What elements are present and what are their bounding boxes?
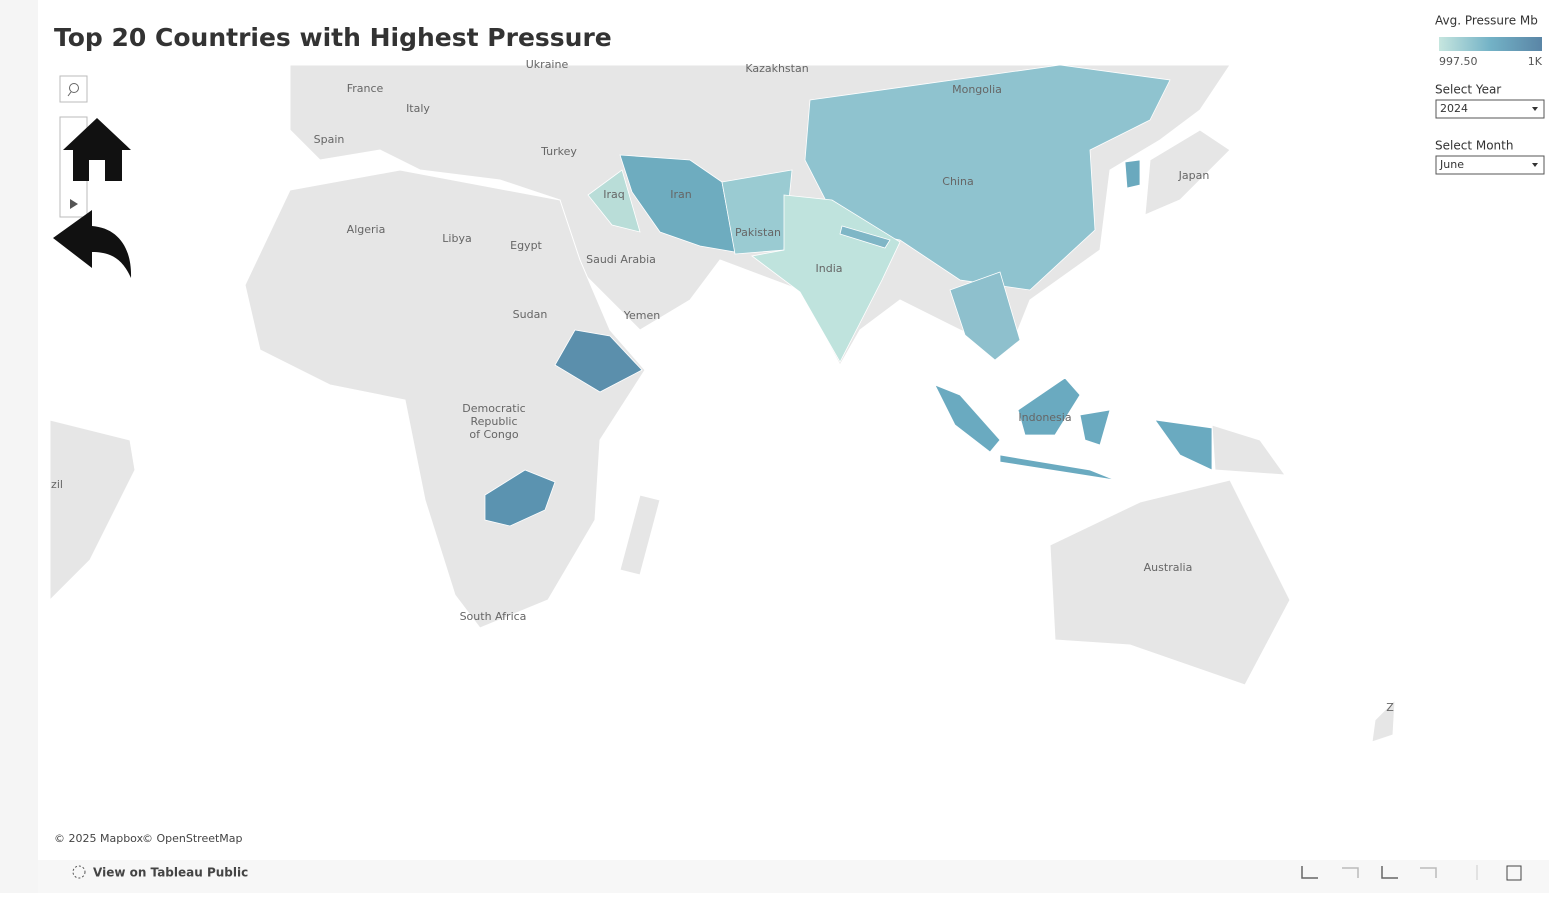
korea bbox=[1124, 159, 1141, 189]
java bbox=[999, 454, 1116, 481]
filter-label: Select Month bbox=[1435, 139, 1513, 153]
footer-bar bbox=[38, 860, 1549, 893]
search-icon bbox=[69, 83, 79, 93]
revert-button[interactable] bbox=[1381, 866, 1398, 879]
refresh-button[interactable] bbox=[1420, 867, 1437, 878]
year-dropdown[interactable] bbox=[1435, 99, 1545, 119]
map-label: Z bbox=[1386, 701, 1394, 714]
zambia bbox=[484, 469, 556, 527]
new-zealand bbox=[1371, 698, 1396, 743]
legend-min: 997.50 bbox=[1439, 55, 1478, 68]
nepal bbox=[839, 225, 891, 249]
map-label: China bbox=[942, 175, 973, 188]
map-label: Yemen bbox=[623, 309, 661, 322]
map-label: South Africa bbox=[460, 610, 527, 623]
sulawesi bbox=[1079, 409, 1111, 446]
map-label: Indonesia bbox=[1018, 411, 1071, 424]
left-strip bbox=[0, 0, 38, 893]
title: Top 20 Countries with Highest Pressure bbox=[54, 23, 612, 52]
indochina bbox=[949, 271, 1021, 361]
map-label: Japan bbox=[1178, 169, 1210, 182]
map-label: Libya bbox=[442, 232, 471, 245]
footer-link[interactable]: View on Tableau Public bbox=[93, 866, 248, 880]
map[interactable]: Ukraine Kazakhstan France Mongolia Italy… bbox=[49, 58, 1396, 743]
back-icon[interactable] bbox=[53, 210, 132, 278]
redo-button[interactable] bbox=[1342, 867, 1359, 878]
attribution[interactable]: © OpenStreetMap bbox=[142, 832, 243, 845]
new-guinea bbox=[1211, 424, 1287, 476]
filter-value: 2024 bbox=[1440, 102, 1468, 115]
map-label: Australia bbox=[1144, 561, 1193, 574]
dropdown-arrow bbox=[1532, 163, 1538, 167]
map-label: Pakistan bbox=[735, 226, 781, 239]
south-america bbox=[49, 419, 136, 602]
tableau-icon bbox=[72, 865, 86, 879]
madagascar bbox=[619, 494, 661, 576]
map-label: Democratic bbox=[462, 402, 525, 415]
legend-title: Avg. Pressure Mb bbox=[1435, 14, 1538, 28]
map-label: Kazakhstan bbox=[745, 62, 808, 75]
map-label: of Congo bbox=[469, 428, 518, 441]
map-label: Iraq bbox=[603, 188, 625, 201]
legend-gradient bbox=[1439, 37, 1542, 51]
map-label: Iran bbox=[670, 188, 692, 201]
filter-value: June bbox=[1439, 158, 1464, 171]
australia bbox=[1049, 479, 1291, 686]
africa bbox=[244, 169, 646, 629]
map-label: Republic bbox=[470, 415, 517, 428]
map-label: zil bbox=[51, 478, 63, 491]
dropdown-arrow bbox=[1532, 107, 1538, 111]
map-label: Sudan bbox=[513, 308, 548, 321]
home-icon[interactable] bbox=[63, 118, 131, 181]
map-label: Turkey bbox=[540, 145, 577, 158]
search-icon-handle bbox=[67, 91, 72, 97]
attribution[interactable]: © 2025 Mapbox bbox=[54, 832, 144, 845]
japan bbox=[1144, 129, 1231, 216]
ethiopia bbox=[554, 329, 643, 393]
expand-icon bbox=[70, 199, 78, 209]
iran bbox=[619, 154, 736, 253]
papua bbox=[1154, 419, 1213, 471]
map-label: Egypt bbox=[510, 239, 542, 252]
map-label: Ukraine bbox=[526, 58, 569, 71]
map-label: Mongolia bbox=[952, 83, 1002, 96]
map-label: India bbox=[816, 262, 843, 275]
sumatra bbox=[934, 384, 1001, 453]
map-label: Algeria bbox=[347, 223, 386, 236]
map-label: France bbox=[347, 82, 384, 95]
undo-button[interactable] bbox=[1301, 866, 1318, 879]
map-label: Saudi Arabia bbox=[586, 253, 656, 266]
filter-label: Select Year bbox=[1435, 83, 1501, 97]
month-dropdown[interactable] bbox=[1435, 155, 1545, 175]
map-label: Italy bbox=[406, 102, 430, 115]
search-button[interactable] bbox=[59, 75, 88, 103]
legend-max: 1K bbox=[1528, 55, 1543, 68]
borneo bbox=[1017, 377, 1081, 436]
fullscreen-button[interactable] bbox=[1506, 865, 1522, 881]
afghanistan-pakistan bbox=[721, 169, 793, 255]
map-label: Spain bbox=[314, 133, 345, 146]
iraq bbox=[587, 169, 641, 233]
